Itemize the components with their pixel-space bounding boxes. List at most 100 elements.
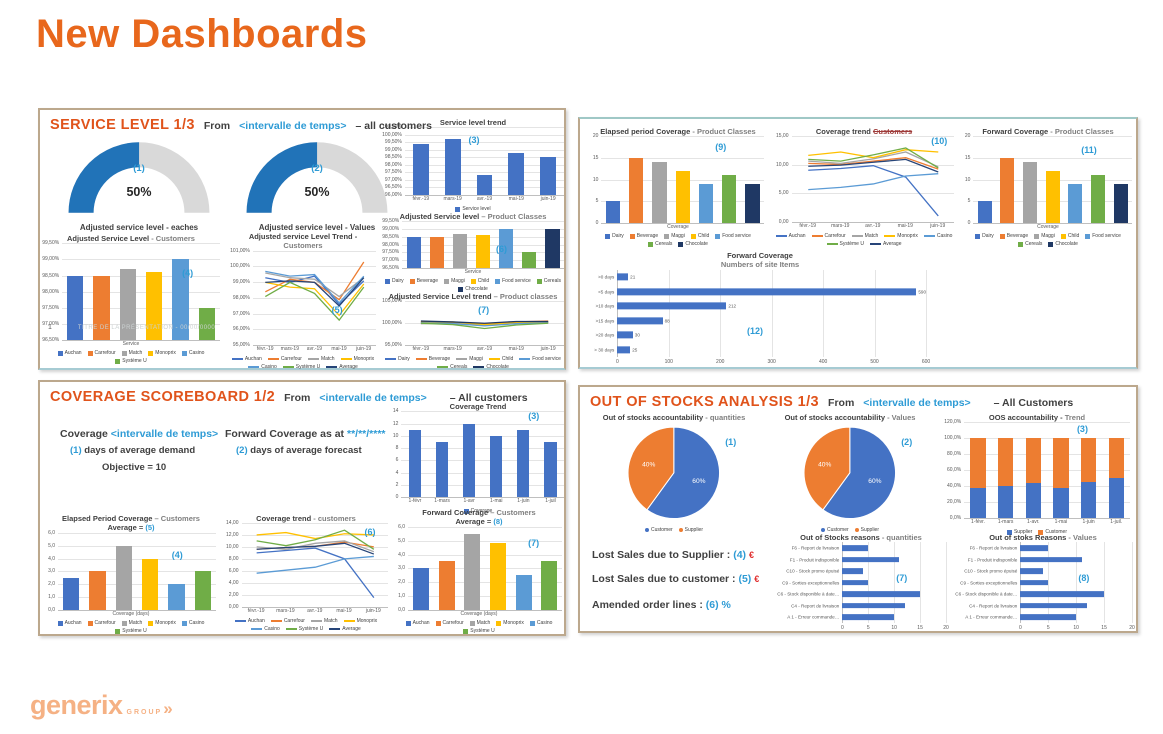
panel-coverage: Elapsed period Coverage - Product Classe… [578,117,1138,369]
annotation-badge: (9) [715,141,727,152]
chart-title-part: Numbers of site Items [720,260,800,270]
bar-segment [998,438,1014,487]
gridline [1048,542,1050,623]
y-tick-label: 6 [395,457,399,464]
legend-item: Dairy [975,233,994,239]
legend-label: Child [1067,233,1080,239]
chart-body: 120,0% 100,0% 80,0% 60,0% 40,0% 20,0% 0,0% (3) 1… [944,419,1130,526]
chart-body: 20 15 10 5 0 (11) [964,133,1132,226]
chart-title-part: Out of stocks accountability [784,413,885,422]
bar [842,602,905,609]
legend-marker [678,241,684,247]
lost-sales-customer-label: Lost Sales due to customer : [592,573,736,585]
chart-legend: Service level [382,203,564,212]
legend-item: Supplier [854,527,879,533]
y-axis: 105,00% 100,00% 95,00% [382,298,405,348]
bar-row [1020,556,1132,563]
bar-segment [1108,438,1124,479]
bar-slot [1075,422,1103,518]
legend-marker [267,358,279,360]
legend-marker [1034,233,1040,239]
legend-marker [456,358,468,360]
gridline [404,164,564,166]
bar-slot [401,411,428,497]
legend-marker [470,278,476,284]
bar [435,441,449,497]
bar [1090,175,1106,223]
y-tick-label: 20,0% [947,499,962,506]
category-label: F6 - Report de livraison [969,545,1018,551]
annotation-badge: (11) [1081,145,1097,156]
x-tick-label: mars-19 [280,346,299,352]
y-tick-label: 0,00 [778,219,789,225]
legend-label: Auchan [244,356,262,362]
legend-item: Match [851,233,878,239]
gridline [241,571,388,573]
chart-title: Service level trend [382,118,564,127]
bar-slot [472,221,495,268]
gridline [964,502,1130,504]
chart-title-part: Coverage Trend [449,402,507,411]
panel-title: COVERAGE SCOREBOARD 1/2 [50,389,276,405]
legend-marker [57,350,63,356]
x-tick-label: 1-juil [545,498,556,504]
bar [617,346,631,354]
legend-item: Carrefour [811,233,846,239]
y-tick-label: 15 [964,155,971,162]
bar [540,157,557,195]
legend-label: Match [320,356,335,362]
bar [1020,545,1049,551]
x-tick-label: 1-mai [490,498,503,504]
legend-item: Auchan [57,350,82,356]
plot-grid: 99,50% 99,00% 98,50% 98,00% 97,50% 97,00% 96,5… [42,240,220,343]
chart-legend: Coverage [392,505,564,514]
legend-item: Carrefour [267,356,302,362]
gridline [402,268,564,269]
page-title: New Dashboards [36,12,368,56]
bar-slot [405,127,437,195]
line-series [256,533,373,539]
annotation-badge: (2) [311,163,323,175]
y-axis: 101,00% 100,00% 99,00% 98,00% 97,00% 96,00% 95… [230,248,253,348]
gridline [791,222,954,223]
bar [429,236,444,268]
y-tick-label: 100,0% [944,435,962,442]
bar-value-label: 21 [630,274,636,280]
x-tick-label: avr.-19 [865,223,881,229]
bar [541,561,558,610]
legend-item: Chocolate [678,241,708,247]
chart-coverage-trend-customers: Coverage trend Customers 15,00 10,00 5,00 0,… [774,127,954,247]
category-label: <5 days [598,289,615,295]
bar [522,252,537,268]
chart-title: Adjusted Service level – Product Classes [382,212,564,221]
legend-item: Match [469,620,490,626]
x-tick-label: 1-févr. [971,519,985,525]
pie-canvas: 60% 40% [803,426,897,520]
x-tick-label: juin-19 [540,196,556,202]
x-tick-label: 200 [716,359,725,365]
chart-title: Average = (5) [46,523,216,532]
legend-marker [415,358,427,360]
y-axis: 120,0% 100,0% 80,0% 60,0% 40,0% 20,0% 0,0% [944,419,964,521]
legend-marker [251,628,263,630]
line-series [265,282,363,320]
y-tick-label: 0,0 [48,607,56,613]
chart-oos-reasons-quantities: Out of Stocks reasons - quantities F6 - R… [776,533,949,631]
y-tick-label: 96,50% [382,265,400,271]
chart-title-part: Adjusted Service level [399,212,480,221]
x-axis-title: Coverage (days) [460,611,498,617]
gridline [601,136,764,138]
x-tick-label: 1-juin [1082,519,1095,525]
bar [412,568,429,610]
chart-body: F6 - Report de livraison F1 - Produit ind… [776,542,949,631]
plot-area: (7) [842,542,947,623]
scope-label: – all customers [355,120,432,132]
gridline [404,195,564,196]
legend-item: Casino [529,620,552,626]
x-axis: févr.-19 mars-19 avr.-19 mai-19 juin-19 [242,607,389,615]
line-series [421,321,548,323]
bar-row [1020,602,1132,609]
legend-label: Monoprix [155,350,176,356]
y-tick-label: 2 [395,481,399,488]
annotation-badge: (6) [496,243,508,254]
